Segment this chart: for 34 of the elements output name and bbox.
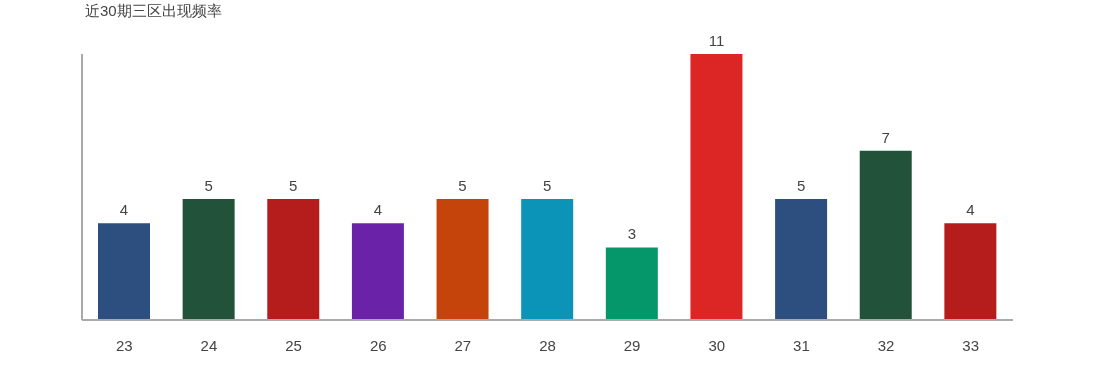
bar xyxy=(605,247,658,320)
bar xyxy=(690,54,743,320)
x-tick-label: 28 xyxy=(539,336,556,354)
data-label: 4 xyxy=(373,201,383,219)
data-label: 4 xyxy=(119,201,129,219)
data-label: 5 xyxy=(204,177,213,195)
data-label: 11 xyxy=(708,32,725,49)
x-tick-label: 29 xyxy=(623,336,641,354)
bar xyxy=(98,223,150,320)
data-label: 5 xyxy=(289,177,298,195)
data-label: 7 xyxy=(881,128,890,146)
data-label: 4 xyxy=(966,201,975,219)
x-tick-label: 26 xyxy=(369,336,387,354)
x-tick-label: 31 xyxy=(793,336,810,354)
x-tick-label: 30 xyxy=(708,336,726,354)
chart-title: 近30期三区出现频率 xyxy=(85,2,222,21)
x-tick-label: 25 xyxy=(285,336,302,354)
bar xyxy=(267,199,320,320)
x-tick-label: 27 xyxy=(454,336,472,354)
data-label: 5 xyxy=(458,177,467,195)
bar xyxy=(436,199,489,320)
x-tick-label: 23 xyxy=(115,336,133,354)
x-tick-label: 32 xyxy=(877,336,895,354)
bar xyxy=(182,199,235,320)
x-tick-label: 33 xyxy=(962,336,980,354)
bar xyxy=(351,223,404,320)
bar xyxy=(521,199,574,320)
data-label: 5 xyxy=(796,177,806,195)
bar xyxy=(944,223,997,320)
data-label: 5 xyxy=(543,177,552,195)
data-label: 3 xyxy=(627,225,636,243)
bar xyxy=(775,199,828,320)
bar xyxy=(859,150,912,320)
x-tick-label: 24 xyxy=(200,336,218,354)
